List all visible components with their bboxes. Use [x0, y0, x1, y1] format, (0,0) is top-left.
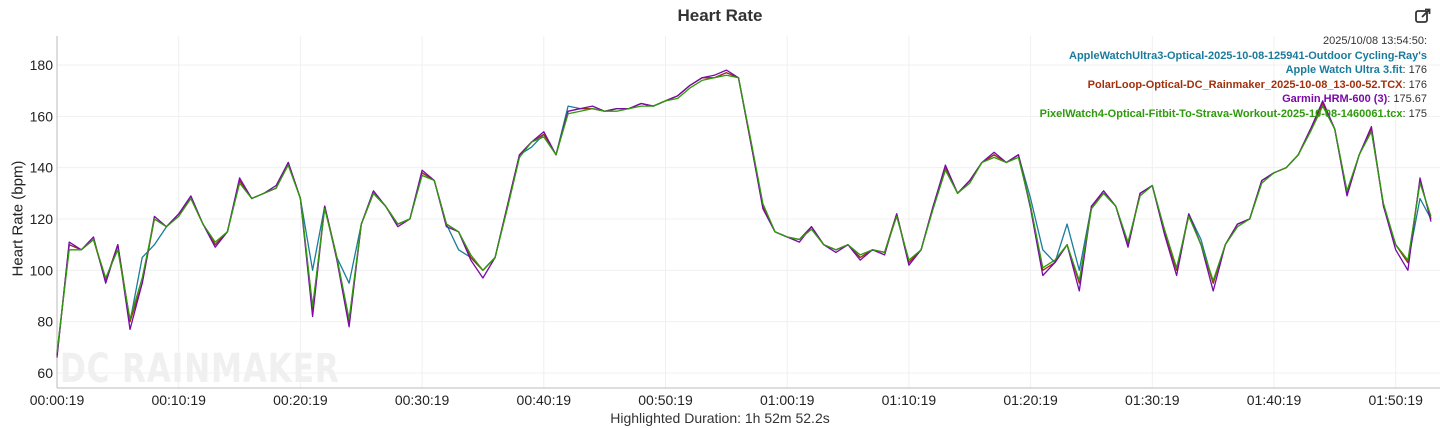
tooltip-entry-polar: PolarLoop-Optical-DC_Rainmaker_2025-10-0… [1040, 78, 1427, 93]
tooltip-value: : 176 [1402, 78, 1427, 91]
tooltip-entry-apple-2: Apple Watch Ultra 3.fit: 176 [1040, 63, 1427, 78]
x-tick-label: 00:20:19 [273, 392, 328, 408]
y-axis-label: Heart Rate (bpm) [9, 160, 27, 277]
y-tick-label: 160 [30, 108, 54, 124]
tooltip-series-name: PolarLoop-Optical-DC_Rainmaker_2025-10-0… [1087, 78, 1403, 91]
tooltip-legend: 2025/10/08 13:54:50: AppleWatchUltra3-Op… [1040, 34, 1427, 122]
tooltip-entry-garmin: Garmin HRM-600 (3): 175.67 [1040, 92, 1427, 107]
watermark: DC RAINMAKER [60, 346, 340, 392]
y-tick-label: 60 [37, 365, 53, 381]
y-tick-label: 100 [30, 262, 54, 278]
tooltip-series-name: PixelWatch4-Optical-Fitbit-To-Strava-Wor… [1039, 107, 1403, 120]
tooltip-value: : 175.67 [1387, 93, 1427, 106]
x-tick-label: 00:50:19 [638, 392, 693, 408]
chart-title: Heart Rate [677, 6, 763, 25]
y-tick-label: 180 [30, 57, 54, 73]
x-tick-label: 01:00:19 [760, 392, 815, 408]
x-tick-label: 00:00:19 [30, 392, 85, 408]
tooltip-entry-apple-1: AppleWatchUltra3-Optical-2025-10-08-1259… [1040, 49, 1427, 64]
y-tick-label: 140 [30, 160, 54, 176]
tooltip-series-name: AppleWatchUltra3-Optical-2025-10-08-1259… [1069, 49, 1427, 62]
tooltip-value: : 176 [1402, 64, 1427, 77]
y-tick-label: 80 [37, 314, 53, 330]
tooltip-timestamp: 2025/10/08 13:54:50: [1323, 35, 1427, 47]
x-tick-label: 01:10:19 [882, 392, 937, 408]
export-icon[interactable] [1414, 7, 1432, 25]
x-tick-label: 01:40:19 [1247, 392, 1302, 408]
y-tick-label: 120 [30, 211, 54, 227]
tooltip-series-name: Apple Watch Ultra 3.fit [1285, 64, 1403, 77]
series-line-3[interactable] [56, 74, 1432, 353]
tooltip-value: : 175 [1402, 107, 1427, 120]
x-axis-label: Highlighted Duration: 1h 52m 52.2s [610, 410, 830, 426]
x-tick-label: 01:20:19 [1003, 392, 1058, 408]
x-tick-label: 01:30:19 [1125, 392, 1180, 408]
tooltip-series-name: Garmin HRM-600 (3) [1282, 93, 1388, 106]
x-tick-label: 00:30:19 [395, 392, 450, 408]
x-tick-label: 00:40:19 [517, 392, 572, 408]
x-tick-label: 00:10:19 [151, 392, 206, 408]
tooltip-entry-pixel: PixelWatch4-Optical-Fitbit-To-Strava-Wor… [1040, 107, 1427, 122]
x-tick-label: 01:50:19 [1368, 392, 1423, 408]
